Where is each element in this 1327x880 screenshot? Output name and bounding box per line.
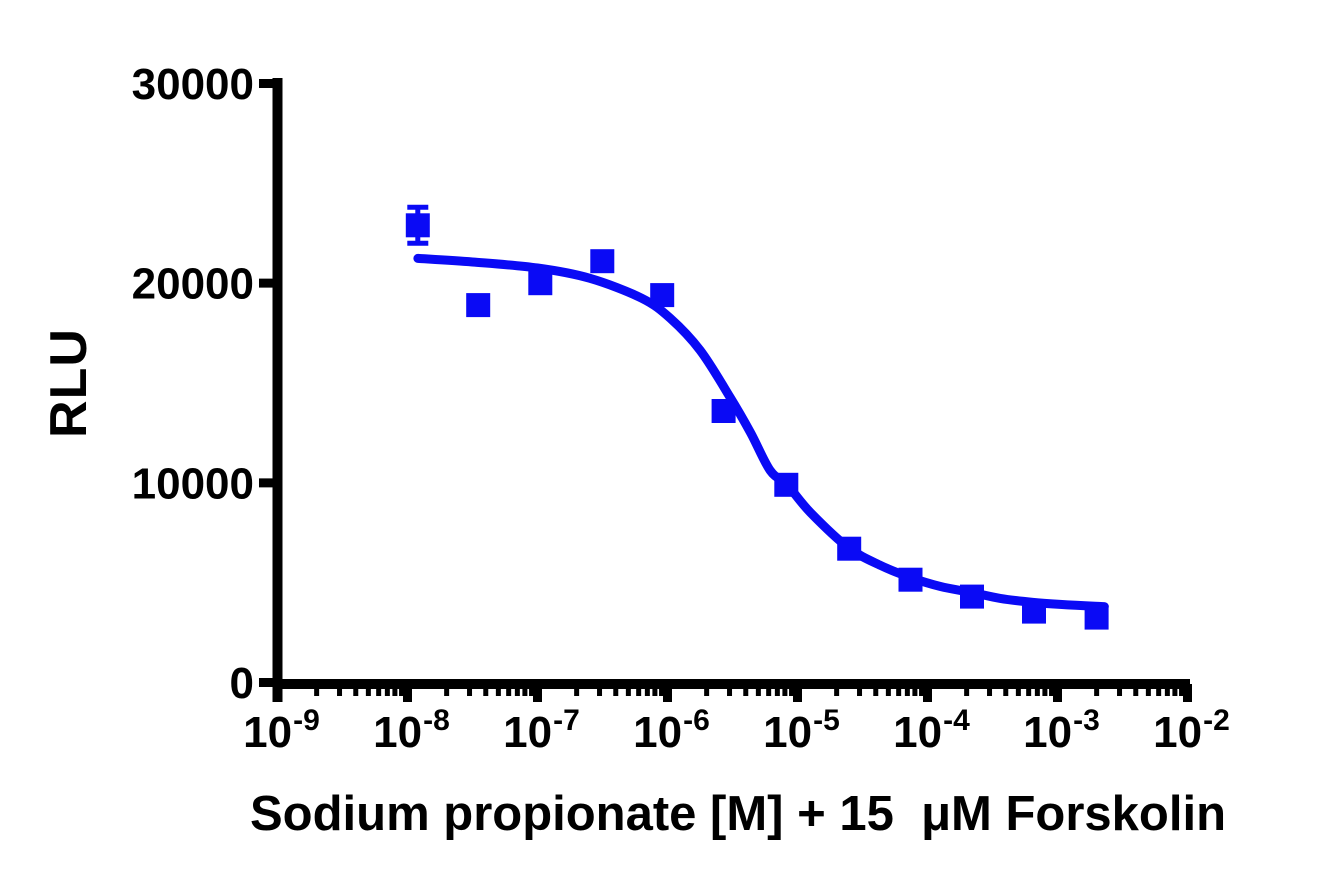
data-point-marker <box>1022 599 1046 624</box>
data-point-marker <box>528 271 553 296</box>
data-point-marker <box>898 567 923 592</box>
data-point-marker <box>837 536 862 561</box>
x-tick-label: 10-2 <box>1153 704 1230 757</box>
data-point-marker <box>1084 605 1109 630</box>
y-tick-label: 10000 <box>132 459 254 508</box>
data-point-marker <box>711 399 736 423</box>
x-tick-label: 10-3 <box>1023 704 1100 757</box>
y-tick-label: 30000 <box>132 60 254 109</box>
data-point-marker <box>774 472 799 497</box>
data-point-marker <box>590 249 615 274</box>
data-point-marker <box>466 293 491 318</box>
x-tick-label: 10-8 <box>373 704 450 757</box>
x-axis-title: Sodium propionate [M] + 15 μM Forskolin <box>249 787 1227 841</box>
y-tick-label: 0 <box>230 659 254 708</box>
x-tick-label: 10-6 <box>633 704 710 757</box>
fit-curve <box>413 253 1109 612</box>
x-tick-label: 10-4 <box>893 704 970 757</box>
y-axis-title: RLU <box>40 328 98 438</box>
data-point-marker <box>960 584 984 609</box>
x-tick-label: 10-9 <box>243 704 320 757</box>
x-tick-label: 10-5 <box>763 704 840 757</box>
y-tick-label: 20000 <box>132 260 254 309</box>
data-point-marker <box>650 283 675 308</box>
x-tick-label: 10-7 <box>503 704 580 757</box>
data-point-marker <box>405 213 430 238</box>
